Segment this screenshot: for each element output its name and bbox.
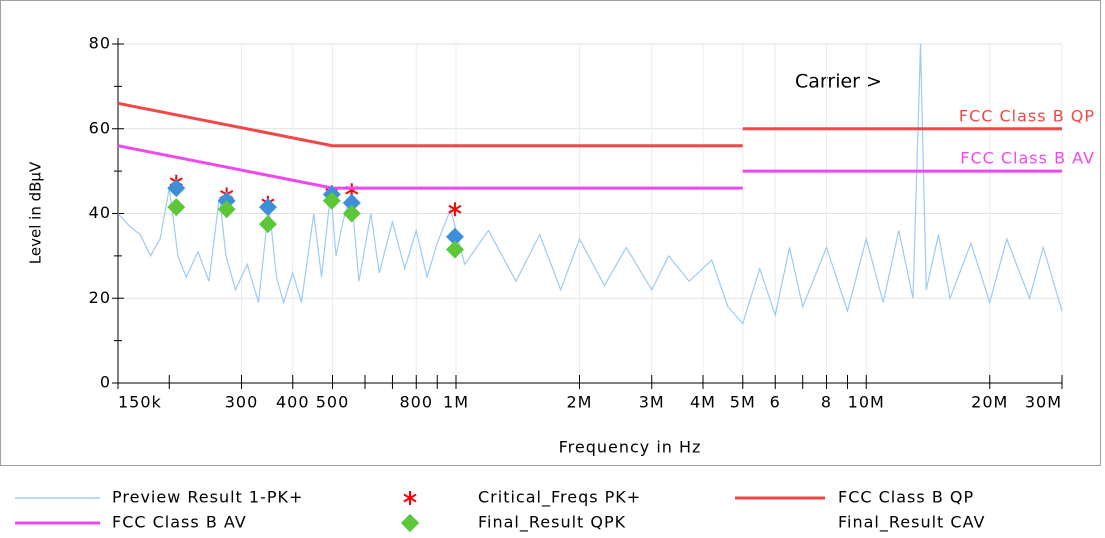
- legend-label: FCC Class B QP: [838, 488, 974, 507]
- legend-item: FCC Class B AV: [15, 513, 247, 532]
- y-tick-label: 0: [100, 373, 111, 392]
- diamond-marker: [167, 179, 186, 198]
- diamond-marker: [322, 191, 341, 210]
- series-line: [117, 101, 1062, 148]
- line-label: FCC Class B AV: [960, 149, 1095, 168]
- x-tick-label: 150k: [118, 393, 162, 412]
- diamond-marker: [445, 227, 464, 246]
- x-tick-label: 500: [316, 393, 350, 412]
- x-tick-label: 4M: [690, 393, 716, 412]
- y-axis-label: Level in dBµV: [27, 161, 45, 264]
- x-tick-label: 1M: [443, 393, 469, 412]
- diamond-marker: [167, 198, 186, 217]
- x-tick-label: 5M: [730, 393, 756, 412]
- diamond-marker: [258, 215, 277, 234]
- line-label: FCC Class B QP: [959, 106, 1095, 125]
- x-tick-label: 10M: [848, 393, 885, 412]
- x-tick-label: 20M: [971, 393, 1008, 412]
- x-tick-label: 2M: [567, 393, 593, 412]
- y-tick-label: 60: [89, 118, 111, 137]
- diamond-marker: [217, 200, 236, 219]
- y-tick-label: 20: [89, 288, 111, 307]
- x-axis-label: Frequency in Hz: [559, 438, 702, 457]
- legend-item: Critical_Freqs PK+: [403, 488, 641, 508]
- legend-label: FCC Class B AV: [112, 513, 247, 532]
- diamond-marker: [342, 204, 361, 223]
- legend-label: Critical_Freqs PK+: [478, 488, 641, 508]
- x-tick-label: 6: [770, 393, 781, 412]
- legend-label: Final_Result QPK: [478, 513, 626, 533]
- annotation: Carrier >: [795, 71, 882, 93]
- x-tick-label: 300: [225, 393, 259, 412]
- asterisk-marker: [403, 491, 417, 505]
- legend-label: Preview Result 1-PK+: [112, 488, 303, 507]
- legend-item: Final_Result CAV: [401, 513, 985, 533]
- asterisk-marker: [448, 202, 462, 217]
- y-tick-label: 40: [89, 203, 111, 222]
- x-tick-label: 8: [821, 393, 832, 412]
- x-tick-label: 30M: [1025, 393, 1062, 412]
- x-tick-label: 800: [399, 393, 433, 412]
- diamond-marker: [445, 240, 464, 259]
- diamond-marker: [258, 198, 277, 217]
- diamond-marker: [342, 193, 361, 212]
- diamond-marker: [401, 514, 419, 532]
- legend-item: FCC Class B QP: [735, 488, 974, 507]
- x-tick-label: 3M: [639, 393, 665, 412]
- y-tick-label: 80: [89, 34, 111, 53]
- series-line: [117, 43, 1063, 325]
- x-tick-label: 400: [276, 393, 310, 412]
- legend-item: Final_Result QPK: [401, 513, 626, 533]
- legend-item: Preview Result 1-PK+: [15, 488, 303, 507]
- frame: [0, 0, 1101, 466]
- legend-label: Final_Result CAV: [838, 513, 985, 533]
